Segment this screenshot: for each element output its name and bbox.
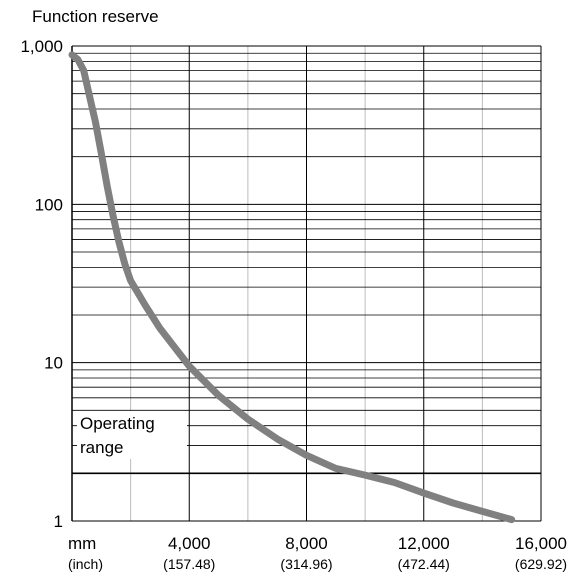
x-unit-label: mm <box>68 534 96 553</box>
x-tick-label-secondary: (314.96) <box>280 556 332 572</box>
x-tick-labels: 4,000 (157.48) 8,000 (314.96) 12,000 (472.44)… <box>163 534 567 572</box>
y-tick-label: 1 <box>54 512 63 531</box>
x-tick-label: 8,000 <box>285 534 328 553</box>
x-tick-label-secondary: (157.48) <box>163 556 215 572</box>
y-tick-label: 1,000 <box>20 37 63 56</box>
operating-range-label-line2: range <box>80 438 123 457</box>
operating-range-label-line1: Operating <box>80 414 155 433</box>
chart-title: Function reserve <box>32 7 159 26</box>
plot-frame <box>71 46 542 521</box>
x-unit-label-secondary: (inch) <box>68 556 103 572</box>
x-tick-label-secondary: (629.92) <box>515 556 567 572</box>
series-layer <box>68 51 516 524</box>
operating-range-label-background <box>77 411 187 459</box>
x-tick-label-secondary: (472.44) <box>398 556 450 572</box>
x-tick-label: 12,000 <box>398 534 450 553</box>
series-line <box>68 51 516 524</box>
y-tick-label: 100 <box>35 195 63 214</box>
y-tick-label: 10 <box>44 354 63 373</box>
major-grid <box>72 45 541 522</box>
y-tick-labels: 1 10 100 1,000 <box>20 37 63 531</box>
operating-range-label: Operating range <box>77 411 187 459</box>
x-tick-label: 16,000 <box>515 534 567 553</box>
x-tick-label: 4,000 <box>168 534 211 553</box>
